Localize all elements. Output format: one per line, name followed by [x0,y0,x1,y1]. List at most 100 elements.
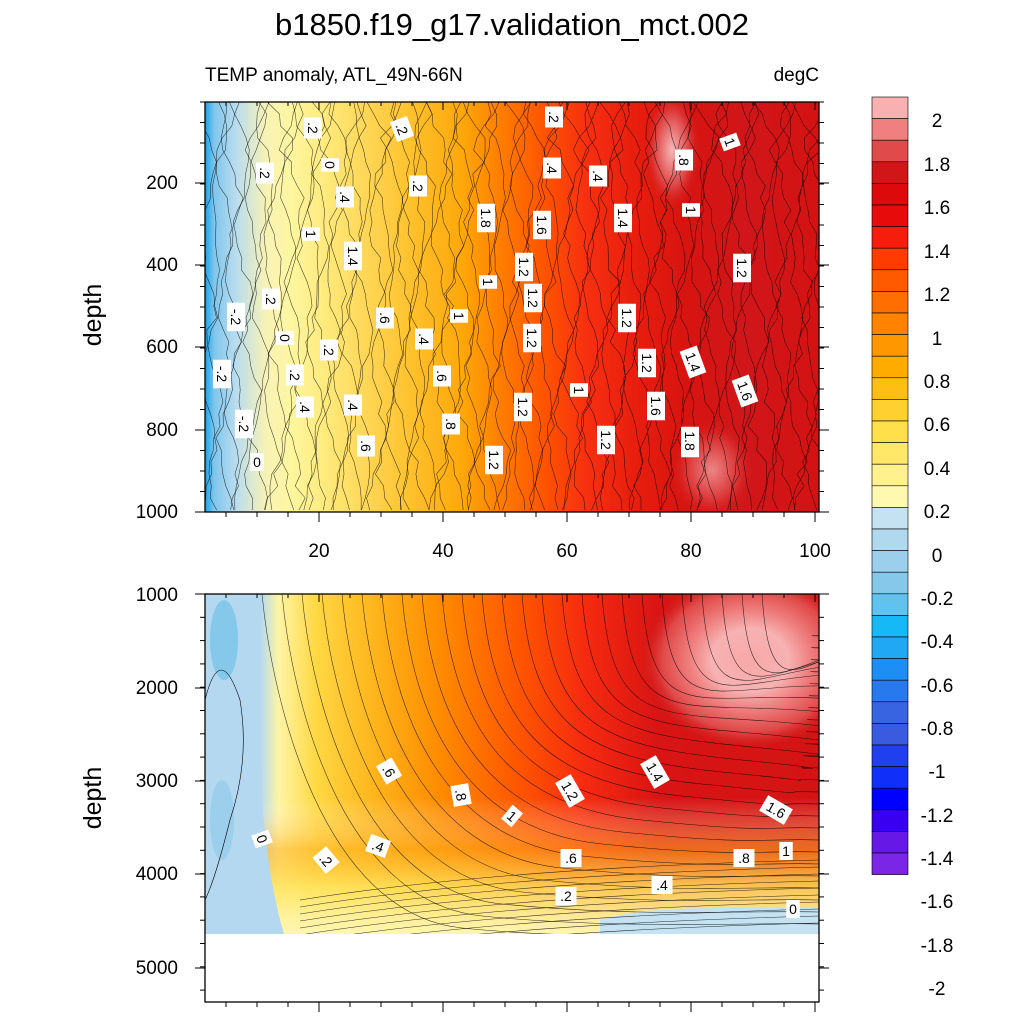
contour-line [509,102,531,511]
contour-label-bg [681,426,699,456]
colorbar-box [871,247,909,271]
upper-x-tick-label: 40 [432,541,453,562]
contour-line [374,102,399,511]
colorbar-label: 1.6 [924,198,950,219]
contour-label-bg [304,117,322,139]
contour-line [299,859,819,901]
contour-label: .2 [304,117,322,139]
colorbar-label: 2 [932,111,943,132]
contour-label-bg [213,359,231,389]
colorbar-box [871,615,909,638]
contour-label-text: 1 [782,843,790,859]
contour-label-text: 1.2 [524,328,540,348]
contour-line [299,887,819,929]
contour-label-text: .4 [416,333,432,345]
colorbar-box [871,399,909,422]
colorbar-box [871,139,909,163]
contour-label: 1.2 [485,445,503,475]
colorbar-label: 0.4 [924,459,951,480]
contour-label-text: .2 [560,888,572,904]
colorbar-box [871,528,909,551]
contour-line [267,102,293,511]
contour-label: .8 [675,149,693,171]
colorbar-label: -1.4 [921,849,954,870]
contour-label: 1.4 [640,755,670,789]
contour-label: 1 [450,309,468,323]
colorbar-box [871,658,909,681]
contour-line [443,102,470,511]
contour-label-bg [733,253,751,283]
contour-label-text: 1.2 [619,308,635,328]
contour-line [280,102,304,511]
contour-label: 1.4 [679,345,707,379]
contour-label: 1.6 [759,795,793,825]
contour-label-bg [731,374,759,408]
contour-label: .4 [365,833,391,859]
contour-label-text: .4 [656,877,668,893]
colorbar-box [871,269,909,292]
contour-label-bg [321,158,339,172]
contour-label: .2 [545,106,563,128]
upper-y-tick-labels: 200 400 600 800 1000 [136,173,178,523]
contour-label: .4 [296,396,314,418]
contour-label: .4 [651,876,673,894]
upper-y-tick-label: 400 [146,255,178,276]
contour-label-bg [533,210,551,240]
contour-label-text: 1.6 [534,215,550,235]
contour-label-bg [515,252,533,282]
contour-label-text: .6 [358,440,374,452]
colorbar-label: 1.4 [924,242,951,263]
contour-line [701,594,819,681]
contour-line [462,102,486,511]
contour-label-text: 1.2 [525,288,541,308]
contour-label-bg [365,833,391,859]
colorbar-box [871,636,909,659]
contour-label-bg [256,162,274,184]
colorbar-box [871,852,909,875]
contour-line [345,102,365,511]
colorbar-label: 0.6 [924,415,950,436]
colorbar-boxes [871,96,909,875]
contour-label: 1.4 [614,203,632,233]
contour-label: 1 [501,804,523,828]
lower-western-cold-pocket [210,600,238,680]
contour-label-text: 1.2 [734,258,750,278]
contour-label: 1 [570,383,588,397]
contour-line [341,594,819,889]
contour-label: 0 [321,158,339,172]
colorbar-box [871,766,909,789]
contour-label-bg [250,453,264,471]
subtitle-variable: TEMP anomaly, ATL_49N-66N [205,65,463,86]
contour-label: 1.6 [647,391,665,421]
contour-label-bg [570,383,588,397]
contour-line [541,594,819,769]
colorbar-label: 0.2 [924,502,950,523]
upper-y-tick-label: 600 [146,337,178,358]
contour-line [436,102,458,511]
colorbar-label: 0 [932,546,943,567]
contour-label-bg [651,876,673,894]
contour-label: 1 [302,227,320,241]
upper-x-tick-label: 20 [308,541,329,562]
contour-label-bg [296,396,314,418]
contour-label: .6 [375,757,403,785]
contour-label: 1.8 [477,203,495,233]
contour-line [791,102,819,511]
colorbar-box [871,463,909,487]
contour-label-bg [433,365,451,387]
contour-line [473,102,501,511]
contour-line [558,102,590,511]
contour-label-bg [485,445,503,475]
contour-line [618,102,644,511]
contour-label-text: 1.6 [734,379,756,403]
contour-label: .2 [389,116,415,142]
contour-label: 1.6 [533,210,551,240]
contour-label: .2 [409,175,427,197]
contour-label-bg [501,804,523,828]
colorbar-label: 0.8 [924,372,950,393]
contour-label: 1 [779,842,793,860]
contour-label-text: .2 [321,344,337,356]
contour-label-bg [682,203,700,217]
contour-line [299,894,819,936]
contour-label: 1.2 [514,392,532,422]
